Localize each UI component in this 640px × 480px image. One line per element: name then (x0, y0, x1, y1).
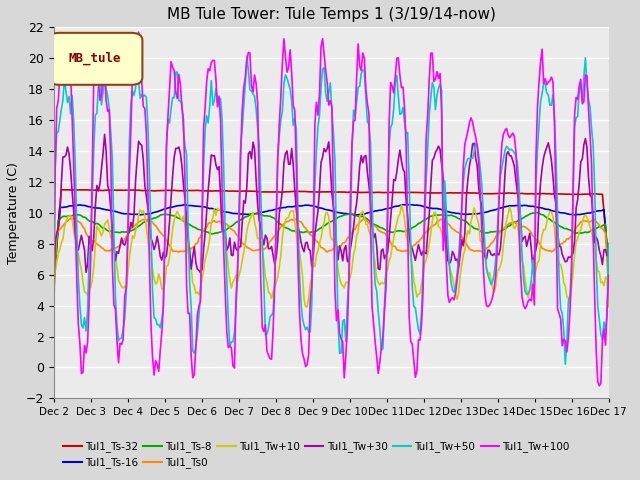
FancyBboxPatch shape (48, 33, 142, 85)
Y-axis label: Temperature (C): Temperature (C) (7, 162, 20, 264)
Legend: Tul1_Ts-32, Tul1_Ts-16, Tul1_Ts-8, Tul1_Ts0, Tul1_Tw+10, Tul1_Tw+30, Tul1_Tw+50,: Tul1_Ts-32, Tul1_Ts-16, Tul1_Ts-8, Tul1_… (59, 437, 574, 472)
Text: MB_tule: MB_tule (69, 52, 122, 65)
Title: MB Tule Tower: Tule Temps 1 (3/19/14-now): MB Tule Tower: Tule Temps 1 (3/19/14-now… (166, 7, 495, 22)
